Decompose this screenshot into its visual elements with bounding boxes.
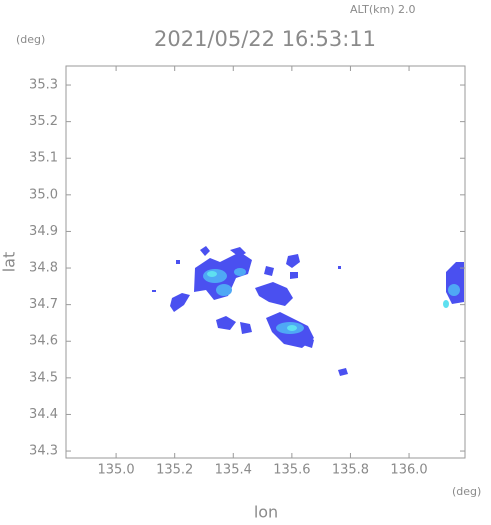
plot-frame xyxy=(65,65,466,459)
y-tick-label: 34.5 xyxy=(29,370,58,385)
y-tick-label: 34.7 xyxy=(29,297,58,312)
x-tick-label: 135.6 xyxy=(273,463,310,478)
y-tick-label: 34.8 xyxy=(29,261,58,276)
y-axis-label: lat xyxy=(0,252,19,273)
x-tick-label: 135.0 xyxy=(97,463,134,478)
x-tick-label: 135.2 xyxy=(156,463,193,478)
chart-title: 2021/05/22 16:53:11 xyxy=(154,27,376,51)
x-tick-label: 135.4 xyxy=(215,463,252,478)
radar-echoes xyxy=(152,246,464,376)
y-tick-label: 35.0 xyxy=(29,187,58,202)
y-tick-label: 34.3 xyxy=(29,444,58,459)
x-axis-label: lon xyxy=(254,503,278,522)
y-tick-label: 34.4 xyxy=(29,407,58,422)
y-tick-label: 34.6 xyxy=(29,334,58,349)
y-unit: (deg) xyxy=(16,33,45,46)
x-unit: (deg) xyxy=(452,485,481,498)
y-tick-label: 35.3 xyxy=(29,78,58,93)
x-tick-label: 136.0 xyxy=(390,463,427,478)
y-tick-label: 35.2 xyxy=(29,114,58,129)
y-tick-label: 34.9 xyxy=(29,224,58,239)
x-tick-label: 135.8 xyxy=(332,463,369,478)
subtitle: ALT(km) 2.0 xyxy=(350,3,416,16)
y-tick-label: 35.1 xyxy=(29,151,58,166)
